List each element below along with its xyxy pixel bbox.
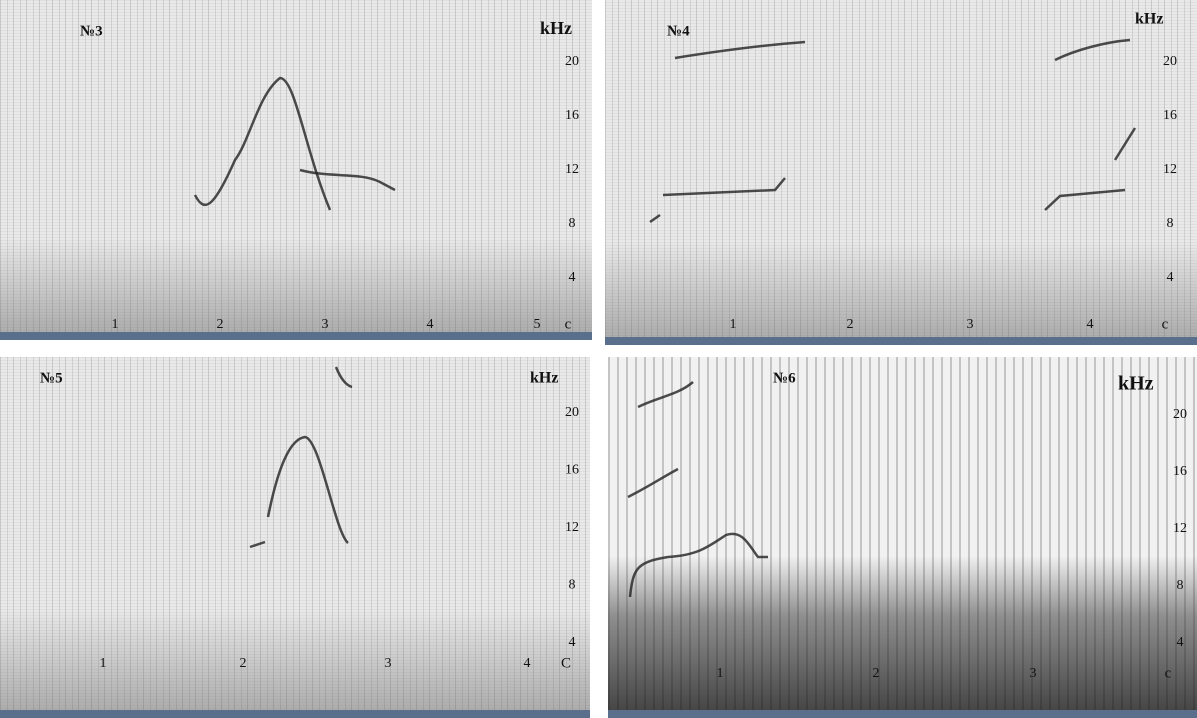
spectrogram-panel: №5 kHz 20 16 12 8 4 1 2 3 4 C bbox=[0, 357, 590, 718]
segment-number: 4 bbox=[427, 317, 434, 332]
panel-label: №3 bbox=[80, 23, 103, 39]
segment-number: 4 bbox=[1087, 317, 1094, 332]
y-tick-label: 4 bbox=[1177, 635, 1184, 650]
panel-label: №5 bbox=[40, 370, 63, 386]
unit-label: kHz bbox=[540, 18, 572, 38]
y-tick-label: 12 bbox=[565, 162, 579, 177]
y-tick-label: 16 bbox=[1163, 108, 1177, 123]
segment-number: 3 bbox=[1030, 666, 1037, 681]
y-tick-label: 4 bbox=[1167, 270, 1174, 285]
call-contour bbox=[193, 76, 332, 211]
y-tick-label: 16 bbox=[565, 463, 579, 478]
segment-number: 2 bbox=[847, 317, 854, 332]
call-contour bbox=[334, 366, 353, 389]
call-contour bbox=[1113, 127, 1137, 161]
segment-number: 1 bbox=[100, 656, 107, 671]
spectrogram-panel: №4 kHz 20 16 12 8 4 1 2 3 4 c bbox=[605, 0, 1197, 345]
y-tick-label: 20 bbox=[1163, 54, 1177, 69]
segment-number: 2 bbox=[240, 656, 247, 671]
call-contour bbox=[649, 213, 661, 224]
y-tick-label: 12 bbox=[565, 520, 579, 535]
unit-label: kHz bbox=[1135, 11, 1163, 28]
spectrogram-panel: №3 kHz 20 16 12 8 4 1 2 3 4 5 c bbox=[0, 0, 592, 340]
y-tick-label: 8 bbox=[1167, 216, 1174, 231]
time-unit: c bbox=[565, 316, 572, 332]
y-tick-label: 8 bbox=[1177, 578, 1184, 593]
segment-number: 3 bbox=[322, 317, 329, 332]
segment-number: 2 bbox=[873, 666, 880, 681]
call-contour bbox=[249, 540, 266, 549]
y-tick-label: 20 bbox=[565, 405, 579, 420]
time-axis bbox=[605, 337, 1197, 345]
time-unit: c bbox=[1165, 665, 1172, 681]
unit-label: kHz bbox=[1118, 373, 1154, 395]
segment-number: 3 bbox=[385, 656, 392, 671]
segment-number: 3 bbox=[967, 317, 974, 332]
y-tick-label: 4 bbox=[569, 635, 576, 650]
spectrogram-panel: №6 kHz 20 16 12 8 4 1 2 3 c bbox=[608, 357, 1197, 718]
segment-number: 1 bbox=[730, 317, 737, 332]
call-contour bbox=[299, 168, 396, 192]
call-contour bbox=[628, 532, 768, 598]
call-contour bbox=[1044, 188, 1126, 211]
call-contour bbox=[637, 381, 694, 409]
call-contour bbox=[662, 177, 786, 197]
panel-label: №4 bbox=[667, 23, 690, 39]
call-contour bbox=[627, 467, 679, 499]
time-unit: C bbox=[561, 655, 571, 671]
segment-number: 4 bbox=[524, 656, 531, 671]
time-unit: c bbox=[1162, 316, 1169, 332]
segment-number: 5 bbox=[534, 317, 541, 332]
segment-number: 1 bbox=[717, 666, 724, 681]
y-tick-label: 8 bbox=[569, 578, 576, 593]
segment-number: 2 bbox=[217, 317, 224, 332]
time-axis bbox=[0, 710, 590, 718]
y-tick-label: 16 bbox=[1173, 464, 1187, 479]
y-tick-label: 12 bbox=[1173, 521, 1187, 536]
panel-label: №6 bbox=[773, 370, 796, 386]
y-tick-label: 20 bbox=[1173, 407, 1187, 422]
call-contour bbox=[266, 435, 349, 544]
y-tick-label: 8 bbox=[569, 216, 576, 231]
y-tick-label: 16 bbox=[565, 108, 579, 123]
y-tick-label: 4 bbox=[569, 270, 576, 285]
call-contour bbox=[674, 40, 806, 60]
y-tick-label: 12 bbox=[1163, 162, 1177, 177]
y-tick-label: 20 bbox=[565, 54, 579, 69]
time-axis bbox=[0, 332, 592, 340]
segment-number: 1 bbox=[112, 317, 119, 332]
time-axis bbox=[608, 710, 1197, 718]
call-contour bbox=[1054, 38, 1131, 62]
unit-label: kHz bbox=[530, 370, 558, 387]
